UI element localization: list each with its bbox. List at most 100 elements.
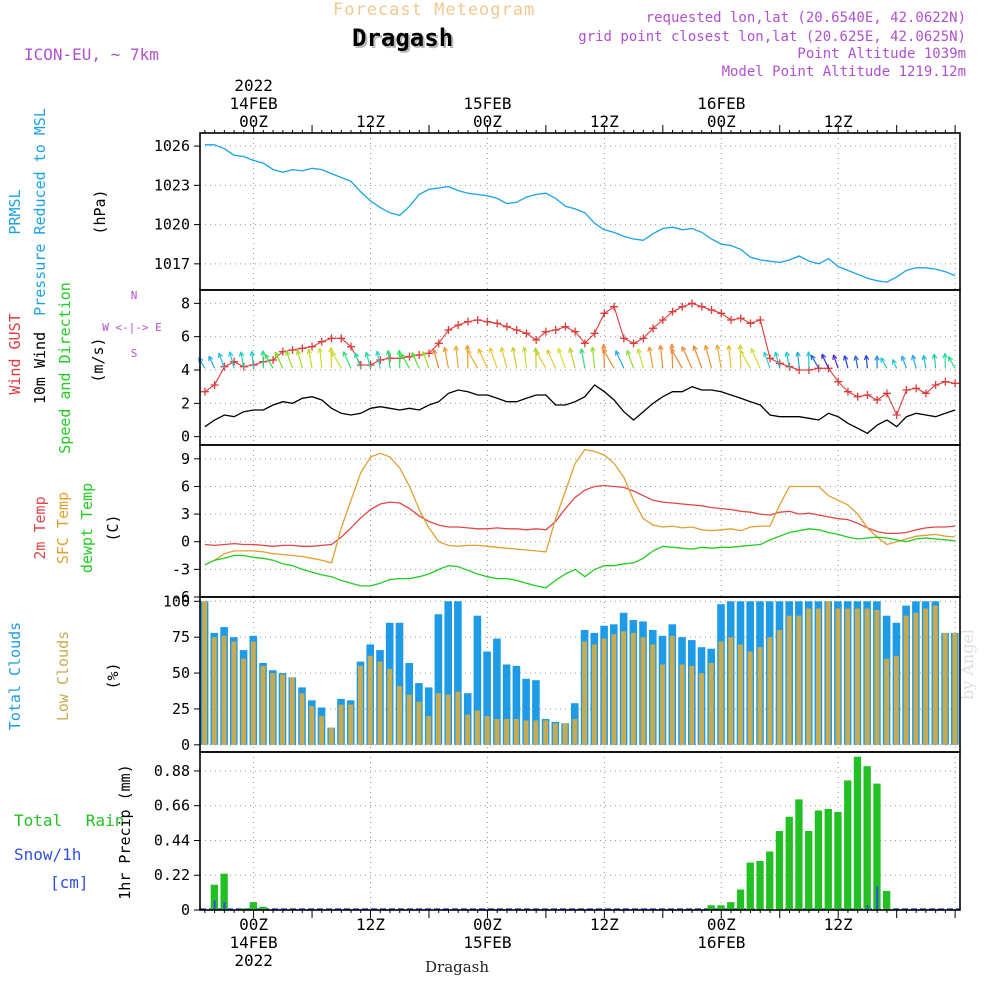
snow-bar [866,905,869,910]
y-tick-label: 1020 [154,216,190,234]
wind-arrow-head [636,348,642,354]
gust-marker [210,381,219,389]
low-cloud-bar [942,632,948,745]
wind-direction-arrow [703,344,713,369]
gust-marker [288,346,297,354]
wind-arrow-head [810,354,816,361]
wind-arrow-shaft [933,353,937,369]
low-cloud-bar [816,608,821,745]
wind-arrow-shaft [319,348,323,369]
low-cloud-bar [221,635,227,745]
gust-marker [912,384,921,393]
low-cloud-bar [494,719,500,745]
low-cloud-bar [806,608,812,745]
wind-direction-arrow [453,345,460,369]
wind-arrow-shaft [354,352,362,369]
wind-arrow-shaft [603,344,605,369]
wind-arrow-head [669,343,675,349]
gust-marker [483,317,492,326]
gust-marker [200,387,209,396]
wind-arrow-head [891,359,897,365]
wind-direction-arrow [942,353,948,369]
total-cloud-bar [434,614,443,745]
total-cloud-bar [502,664,511,745]
wind-direction-arrow [615,350,625,369]
wind-direction-label: Speed and Direction [56,282,74,454]
low-cloud-bar [241,658,246,745]
wind-arrow-head [342,351,348,357]
wind-arrow-shaft [670,348,683,369]
y-tick-label: 8 [181,294,190,312]
wind-arrow-shaft [285,350,294,369]
wind-arrow-shaft [218,352,225,369]
low-cloud-bar [689,665,695,745]
low-cloud-bar [367,655,373,745]
wind-arrow-shaft [693,345,703,369]
low-cloud-bar [913,612,919,745]
low-cloud-bar [582,641,587,745]
temp-unit: (C) [104,514,122,541]
gust-marker [639,334,648,343]
wind-arrow-shaft [843,355,849,369]
low-cloud-bar [562,723,568,745]
wind-speed-line [204,384,956,435]
wind-arrow-shaft [477,348,488,369]
wind-direction-arrow [853,355,859,369]
low-cloud-bar [289,677,295,745]
rain-bar [249,902,257,910]
wind-arrow-head [264,353,270,360]
wind-arrow-head [285,350,291,357]
wind-arrow-head [874,355,880,361]
y-tick-label: 0.88 [154,762,190,780]
y-tick-label: 3 [181,505,190,523]
low-cloud-bar [280,674,285,745]
wind-arrow-shaft [739,350,752,369]
rain-bar [746,862,754,910]
low-cloud-bar [621,631,626,745]
gust-marker [707,306,716,314]
low-cloud-bar [786,615,792,745]
wind-arrow-head [692,345,698,351]
gust-marker [746,319,755,328]
bottom-time-label: 12Z [824,915,853,934]
wind-arrow-shaft [535,347,537,369]
wind-direction-arrow [947,356,956,369]
wind-arrow-shaft [229,351,235,369]
wind-arrow-head [354,352,360,358]
top-time-label: 16FEB [697,94,745,113]
wind-arrow-head [942,353,948,359]
total-cloud-bar [483,651,491,745]
y-tick-label: 0 [181,901,190,919]
bottom-time-label: 00Z [707,915,736,934]
y-tick-label: 9 [181,450,190,468]
wind-direction-arrow [921,355,927,369]
low-cloud-bar [319,716,324,745]
wind-arrow-shaft [296,349,303,369]
wind-direction-arrow [317,347,323,369]
wind-direction-arrow [658,344,664,369]
y-tick-label: 0 [181,533,190,551]
snow-label: Snow/1h [14,845,81,864]
wind-arrow-shaft [810,354,820,369]
wind-arrow-head [521,346,528,353]
wind-arrow-head [832,354,838,360]
top-time-label: 12Z [590,112,619,131]
wind-arrow-shaft [512,346,518,369]
wind-arrow-shaft [591,347,596,369]
product-title: Forecast Meteogram [333,0,536,20]
pressure-series-line [204,144,956,283]
y-tick-label: 0.66 [154,797,190,815]
wind-arrow-head [647,346,653,352]
wind-arrow-head [400,353,406,359]
rain-bar [707,905,715,910]
low-cloud-bar [504,719,510,745]
wind-arrow-shaft [342,351,352,369]
wind-arrow-shaft [626,350,635,369]
wind-arrow-head [911,354,917,361]
wind-direction-arrow [238,351,245,369]
wind-arrow-head [900,355,906,361]
temp-dewpt-label: dewpt Temp [78,483,96,573]
rain-bar [834,812,842,910]
panel-frame-precip [199,751,961,911]
wind-arrow-shaft [422,351,430,369]
